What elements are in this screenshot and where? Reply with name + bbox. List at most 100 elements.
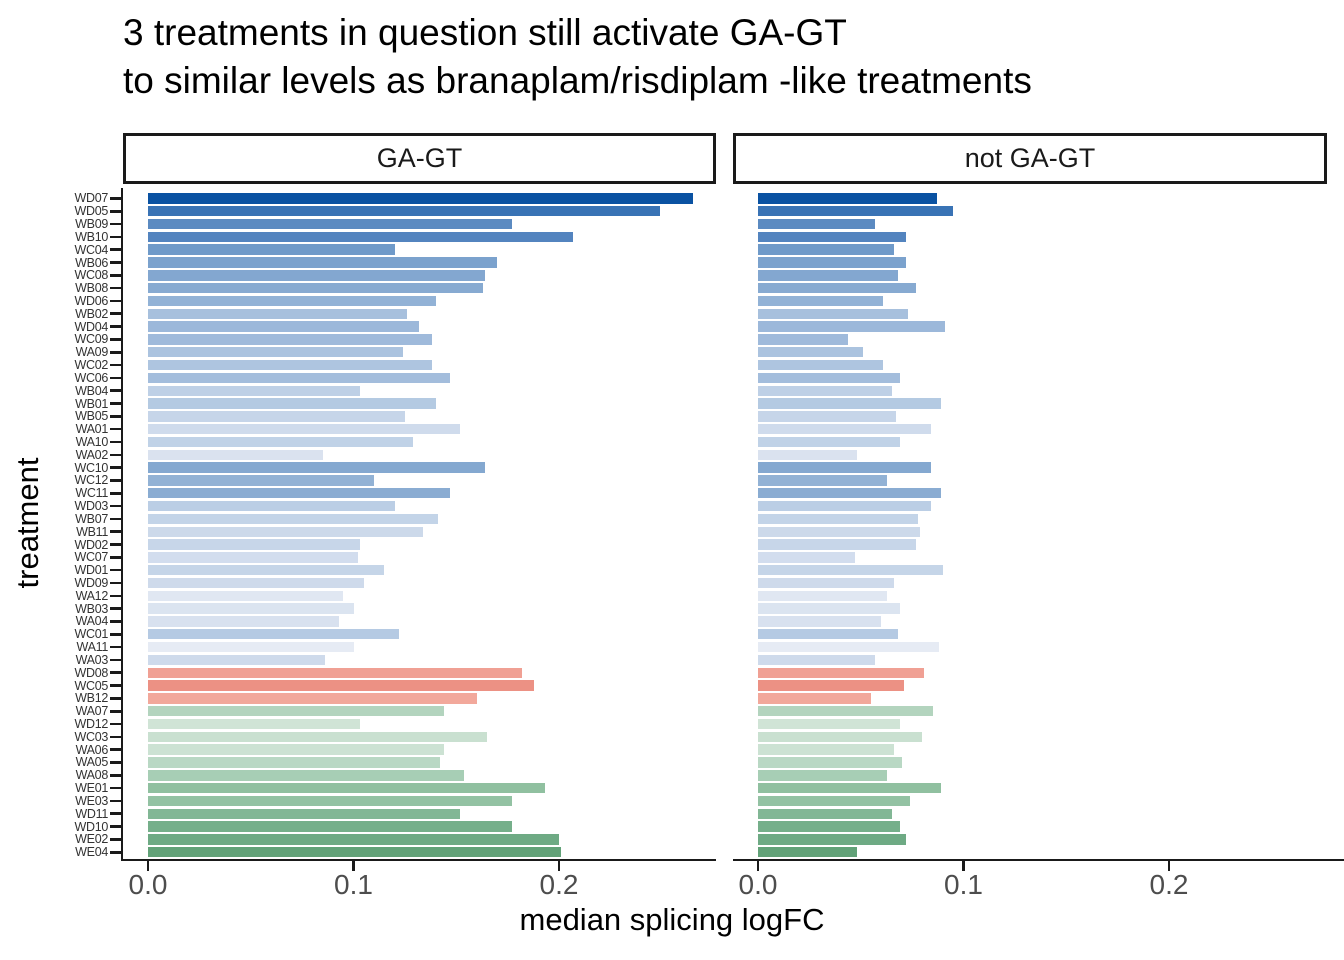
bar-wd08-not-gagt: [758, 667, 925, 678]
y-tick-mark: [110, 568, 121, 572]
bar-wb10-not-gagt: [758, 231, 906, 243]
y-tick-mark: [110, 350, 121, 354]
bar-wd12-not-gagt: [758, 718, 900, 730]
x-tick-mark: [756, 861, 760, 871]
y-tick-mark: [110, 581, 121, 585]
y-tick-label-wd07: WD07: [74, 191, 108, 206]
bar-wb08-gagt: [148, 282, 483, 294]
bar-wc04-not-gagt: [758, 244, 894, 255]
bar-wb04-not-gagt: [758, 385, 892, 396]
y-tick-mark: [110, 607, 121, 610]
bar-wd10-gagt: [148, 821, 512, 832]
y-tick-label-wb05: WB05: [75, 409, 108, 424]
bar-wd06-gagt: [148, 295, 436, 307]
bar-wa12-not-gagt: [758, 590, 888, 602]
x-axis-line-right-panel: [733, 857, 1344, 861]
bar-wd04-gagt: [148, 321, 420, 332]
y-tick-mark: [110, 709, 121, 713]
y-tick-label-we01: WE01: [75, 781, 108, 796]
y-tick-mark: [110, 312, 121, 316]
bar-wd02-gagt: [148, 539, 360, 550]
bar-wc02-not-gagt: [758, 359, 884, 371]
y-tick-mark: [110, 671, 121, 675]
bar-wb08-not-gagt: [758, 282, 917, 294]
chart-title-line-1: 3 treatments in question still activate …: [123, 12, 847, 53]
y-tick-label-wd11: WD11: [75, 806, 108, 821]
bar-wa03-not-gagt: [758, 654, 876, 666]
bar-wd03-not-gagt: [758, 500, 931, 512]
bar-wb02-gagt: [148, 308, 407, 319]
panel-gagt: [123, 188, 716, 859]
x-axis-line-left-panel: [121, 857, 716, 861]
y-tick-mark: [110, 530, 121, 534]
bar-we04-not-gagt: [758, 847, 857, 858]
bar-wd10-not-gagt: [758, 821, 900, 832]
facet-strip-gagt-label: GA-GT: [376, 143, 463, 173]
y-tick-mark: [110, 415, 121, 418]
bar-wa11-not-gagt: [758, 641, 939, 653]
y-tick-mark: [110, 620, 121, 623]
y-tick-mark: [110, 453, 121, 457]
bar-wd02-not-gagt: [758, 539, 917, 550]
bar-wb07-not-gagt: [758, 513, 919, 525]
bar-wc06-not-gagt: [758, 372, 900, 384]
bar-wc02-gagt: [148, 359, 432, 371]
bar-wc07-not-gagt: [758, 552, 855, 563]
bar-wb03-gagt: [148, 603, 354, 614]
y-tick-mark: [110, 658, 121, 662]
y-tick-label-wa11: WA11: [76, 640, 109, 655]
bar-wa08-not-gagt: [758, 770, 888, 781]
bar-wc10-not-gagt: [758, 462, 931, 473]
y-tick-label-wb01: WB01: [75, 396, 108, 411]
y-axis: WD07 WD05 WB09 WB10 WC04 WB06 WC08 WB08 WD06 WB02…: [0, 0, 123, 960]
y-tick-label-wc05: WC05: [74, 678, 108, 693]
y-tick-mark: [110, 748, 121, 751]
bar-wc05-gagt: [148, 680, 535, 691]
y-tick-label-wa06: WA06: [75, 742, 109, 757]
bar-wa02-gagt: [148, 449, 323, 460]
y-tick-label-wc01: WC01: [74, 627, 108, 642]
bar-wc12-gagt: [148, 475, 375, 486]
bar-wa11-gagt: [148, 641, 354, 653]
y-tick-label-wa07: WA07: [75, 704, 109, 719]
y-tick-label-wb03: WB03: [75, 601, 108, 616]
y-tick-mark: [110, 440, 121, 444]
y-tick-mark: [110, 222, 121, 226]
bar-wc11-gagt: [148, 488, 451, 499]
chart-title-line-2: to similar levels as branaplam/risdiplam…: [123, 60, 1032, 101]
bar-wb06-gagt: [148, 257, 498, 268]
y-tick-label-wa04: WA04: [75, 614, 109, 629]
y-tick-mark: [110, 427, 121, 431]
bar-wb04-gagt: [148, 385, 360, 396]
bar-wc08-gagt: [148, 270, 486, 281]
bar-wc09-gagt: [148, 334, 432, 345]
bar-wa04-not-gagt: [758, 616, 882, 627]
bar-wb07-gagt: [148, 513, 438, 525]
y-tick-label-wc06: WC06: [74, 370, 108, 385]
y-tick-mark: [110, 402, 121, 405]
bar-wb09-gagt: [148, 218, 512, 230]
bar-wd11-not-gagt: [758, 808, 892, 819]
y-tick-label-wa03: WA03: [75, 652, 109, 667]
y-tick-mark: [110, 684, 121, 687]
y-tick-label-wb07: WB07: [75, 511, 108, 526]
bar-we04-gagt: [148, 847, 562, 858]
bar-we01-gagt: [148, 782, 545, 794]
bar-wb02-not-gagt: [758, 308, 908, 319]
y-tick-label-wb10: WB10: [75, 229, 108, 244]
y-tick-label-wb09: WB09: [75, 217, 108, 232]
bar-wa09-not-gagt: [758, 347, 863, 358]
y-tick-mark: [110, 786, 121, 790]
y-tick-mark: [110, 517, 121, 521]
bar-wb10-gagt: [148, 231, 574, 243]
bar-wa05-gagt: [148, 757, 440, 768]
bar-wd05-gagt: [148, 206, 660, 217]
y-tick-label-wd02: WD02: [74, 537, 108, 552]
y-tick-label-wc12: WC12: [74, 473, 108, 488]
y-tick-label-we03: WE03: [75, 793, 108, 808]
bar-wc01-not-gagt: [758, 629, 898, 640]
y-tick-mark: [110, 261, 121, 264]
bar-wd09-not-gagt: [758, 577, 894, 589]
y-tick-label-we02: WE02: [75, 832, 108, 847]
